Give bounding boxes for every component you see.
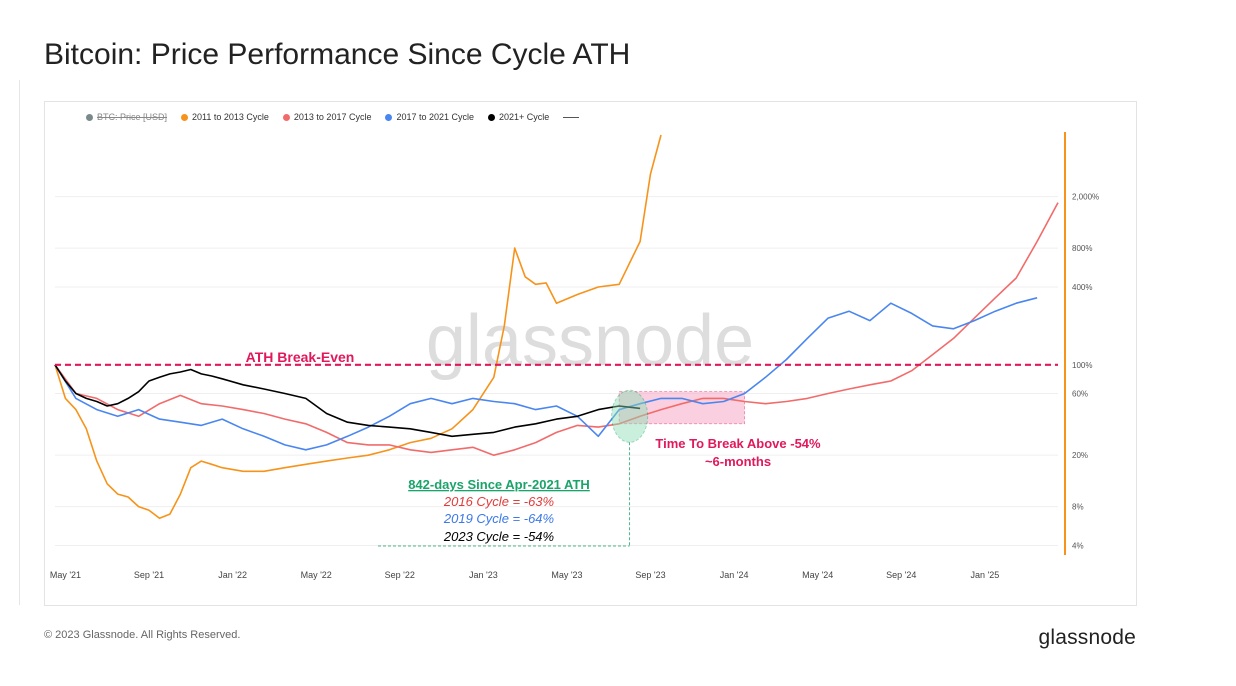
- legend-marker: [282, 113, 290, 121]
- highlight-circle: [611, 389, 649, 443]
- y-tick-label: 2,000%: [1072, 193, 1099, 202]
- x-tick-label: May '21: [50, 570, 81, 580]
- y-tick-label: 8%: [1072, 503, 1084, 512]
- x-tick-label: May '22: [301, 570, 332, 580]
- x-tick-label: Sep '21: [134, 570, 164, 580]
- chart-legend: BTC: Price [USD] 2011 to 2013 Cycle 2013…: [86, 112, 580, 122]
- legend-label: 2021+ Cycle: [499, 112, 550, 122]
- cycle-2023-label: 2023 Cycle = -54%: [443, 529, 554, 544]
- legend-item-btc-price[interactable]: BTC: Price [USD]: [86, 112, 167, 122]
- break-above-label: Time To Break Above -54%: [655, 436, 821, 451]
- divider: [19, 80, 20, 605]
- x-tick-label: Sep '23: [635, 570, 665, 580]
- legend-item-extra-line[interactable]: [563, 116, 580, 118]
- chart-card: [44, 101, 1137, 606]
- x-tick-label: Jan '24: [720, 570, 749, 580]
- break-above-duration-label: ~6-months: [705, 454, 771, 469]
- y-tick-label: 800%: [1072, 244, 1092, 253]
- y-tick-label: 60%: [1072, 389, 1088, 398]
- legend-label: 2013 to 2017 Cycle: [293, 112, 372, 122]
- legend-label: BTC: Price [USD]: [97, 112, 168, 122]
- x-tick-label: May '23: [551, 570, 582, 580]
- y-tick-label: 100%: [1072, 361, 1092, 370]
- legend-marker: [488, 113, 496, 121]
- x-tick-label: Jan '22: [218, 570, 247, 580]
- legend-marker: [86, 113, 93, 121]
- legend-item-2021-cycle[interactable]: 2021+ Cycle: [488, 112, 549, 122]
- series-line-0: [54, 134, 662, 520]
- cycle-2016-label: 2016 Cycle = -63%: [443, 494, 554, 509]
- days-since-label: 842-days Since Apr-2021 ATH: [408, 477, 590, 492]
- x-tick-label: Sep '24: [886, 570, 916, 580]
- x-tick-label: Sep '22: [385, 570, 415, 580]
- ath-break-even-label: ATH Break-Even: [246, 349, 355, 365]
- copyright-text: © 2023 Glassnode. All Rights Reserved.: [44, 629, 241, 641]
- watermark-text: glassnode: [426, 301, 754, 381]
- x-tick-label: Jan '25: [970, 570, 999, 580]
- legend-item-2013-cycle[interactable]: 2013 to 2017 Cycle: [282, 112, 372, 122]
- cycle-2019-label: 2019 Cycle = -64%: [443, 511, 554, 526]
- series-line-1: [54, 202, 1059, 457]
- legend-marker: [385, 113, 393, 121]
- legend-label: 2017 to 2021 Cycle: [396, 112, 475, 122]
- page-title: Bitcoin: Price Performance Since Cycle A…: [44, 38, 631, 71]
- legend-label: 2011 to 2013 Cycle: [192, 112, 269, 122]
- brand-logo[interactable]: glassnode: [1038, 626, 1136, 649]
- legend-item-2017-cycle[interactable]: 2017 to 2021 Cycle: [385, 112, 474, 122]
- legend-marker: [181, 113, 189, 121]
- series-line-3: [54, 364, 641, 438]
- series-line-2: [54, 297, 1038, 451]
- x-tick-label: Jan '23: [469, 570, 498, 580]
- legend-line-marker: [563, 116, 580, 118]
- y-tick-label: 400%: [1072, 283, 1092, 292]
- x-tick-label: May '24: [802, 570, 833, 580]
- y-tick-label: 4%: [1072, 542, 1084, 551]
- legend-item-2011-cycle[interactable]: 2011 to 2013 Cycle: [181, 112, 269, 122]
- y-tick-label: 20%: [1072, 451, 1088, 460]
